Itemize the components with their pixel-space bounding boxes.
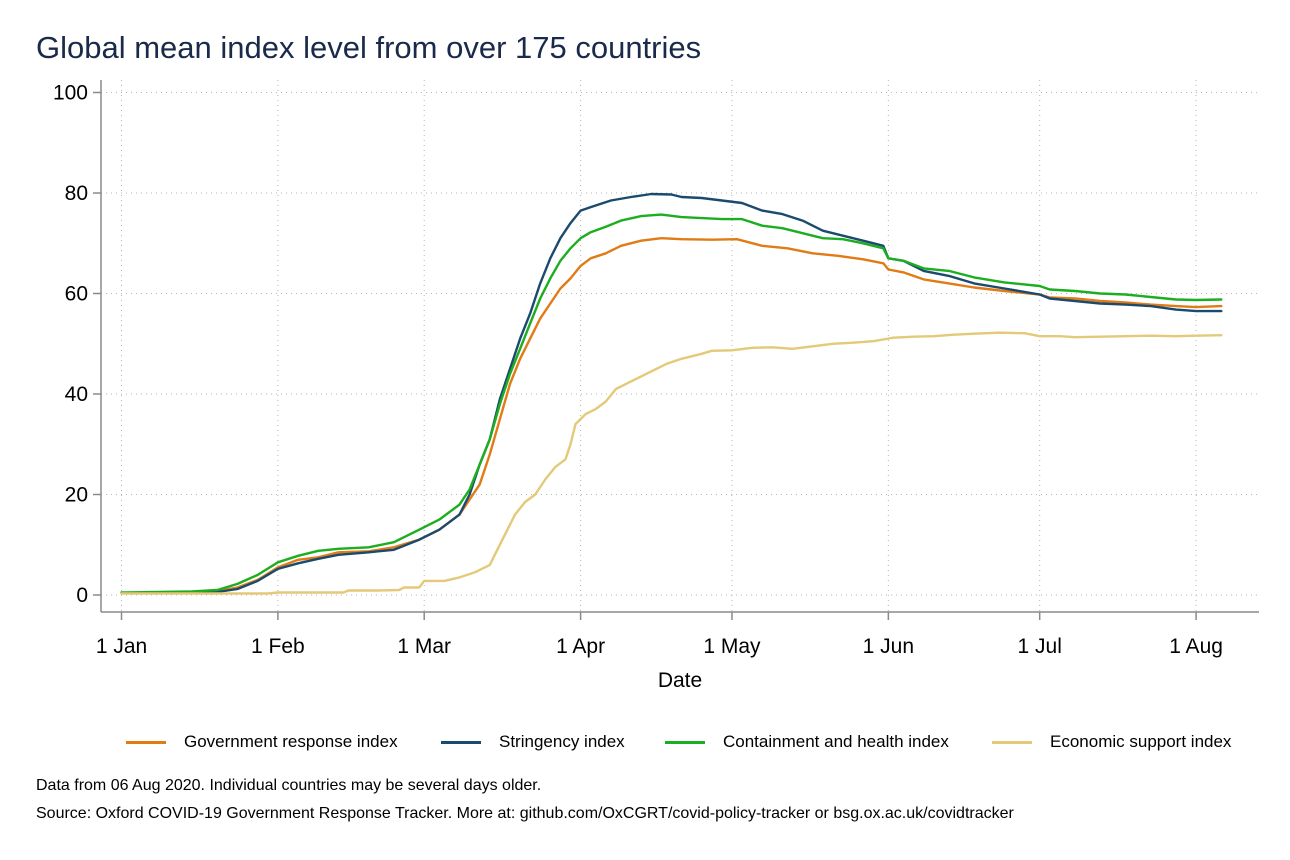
x-tick-label: 1 Jan [96,635,147,658]
legend-swatch [126,740,166,744]
y-tick-label: 60 [65,283,88,306]
x-tick-label: 1 May [703,635,761,658]
x-axis-title: Date [658,669,702,692]
x-tick-label: 1 Jul [1018,635,1062,658]
legend-label: Containment and health index [723,732,949,751]
legend-item-containment-health: Containment and health index [665,726,949,758]
x-tick-label: 1 Aug [1169,635,1223,658]
grid [101,80,1259,612]
legend-label: Government response index [184,732,398,751]
y-tick-label: 80 [65,182,88,205]
series-line-economic-support-index [120,331,1223,595]
x-tick-label: 1 Jun [863,635,914,658]
legend-swatch [441,740,481,744]
legend-label: Economic support index [1050,732,1232,751]
series-line-stringency-index [120,192,1223,595]
legend-swatch [992,740,1032,744]
legend-item-government-response: Government response index [126,726,398,758]
legend-item-stringency: Stringency index [441,726,625,758]
series-lines [120,192,1223,595]
y-tick-label: 100 [53,82,88,105]
legend-label: Stringency index [499,732,625,751]
legend-swatch [665,740,705,744]
data-date-note: Data from 06 Aug 2020. Individual countr… [36,777,542,794]
legend-item-economic-support: Economic support index [992,726,1231,758]
y-tick-label: 20 [65,484,88,507]
x-tick-label: 1 Mar [397,635,451,658]
x-tick-label: 1 Feb [251,635,305,658]
line-chart: 0 20 40 60 80 100 1 Jan 1 Feb 1 Mar 1 Apr 1 May 1 J… [53,80,1259,692]
source-note: Source: Oxford COVID-19 Government Respo… [36,805,1014,822]
y-tick-label: 0 [76,584,88,607]
axes: 0 20 40 60 80 100 1 Jan 1 Feb 1 Mar 1 Apr 1 May 1 J… [53,80,1259,658]
series-line-containment-and-health-index [120,213,1223,594]
y-tick-label: 40 [65,383,88,406]
x-tick-label: 1 Apr [556,635,605,658]
legend: Government response index Stringency ind… [0,726,1290,758]
chart-title: Global mean index level from over 175 co… [36,30,702,65]
series-line-government-response-index [120,237,1223,595]
